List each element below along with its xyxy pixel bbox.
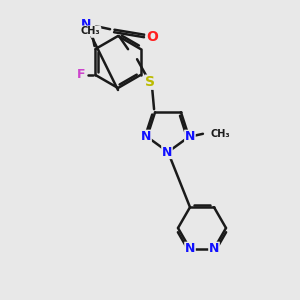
Text: CH₃: CH₃ [81,26,100,36]
Text: N: N [185,242,195,255]
Text: N: N [209,242,219,255]
Text: CH₃: CH₃ [211,129,230,139]
Text: O: O [146,30,158,44]
Text: N: N [185,130,195,143]
Text: N: N [81,18,91,31]
Text: S: S [145,75,155,89]
Text: F: F [77,68,86,82]
Text: N: N [141,130,151,143]
Text: H: H [92,27,101,37]
Text: N: N [162,146,172,158]
